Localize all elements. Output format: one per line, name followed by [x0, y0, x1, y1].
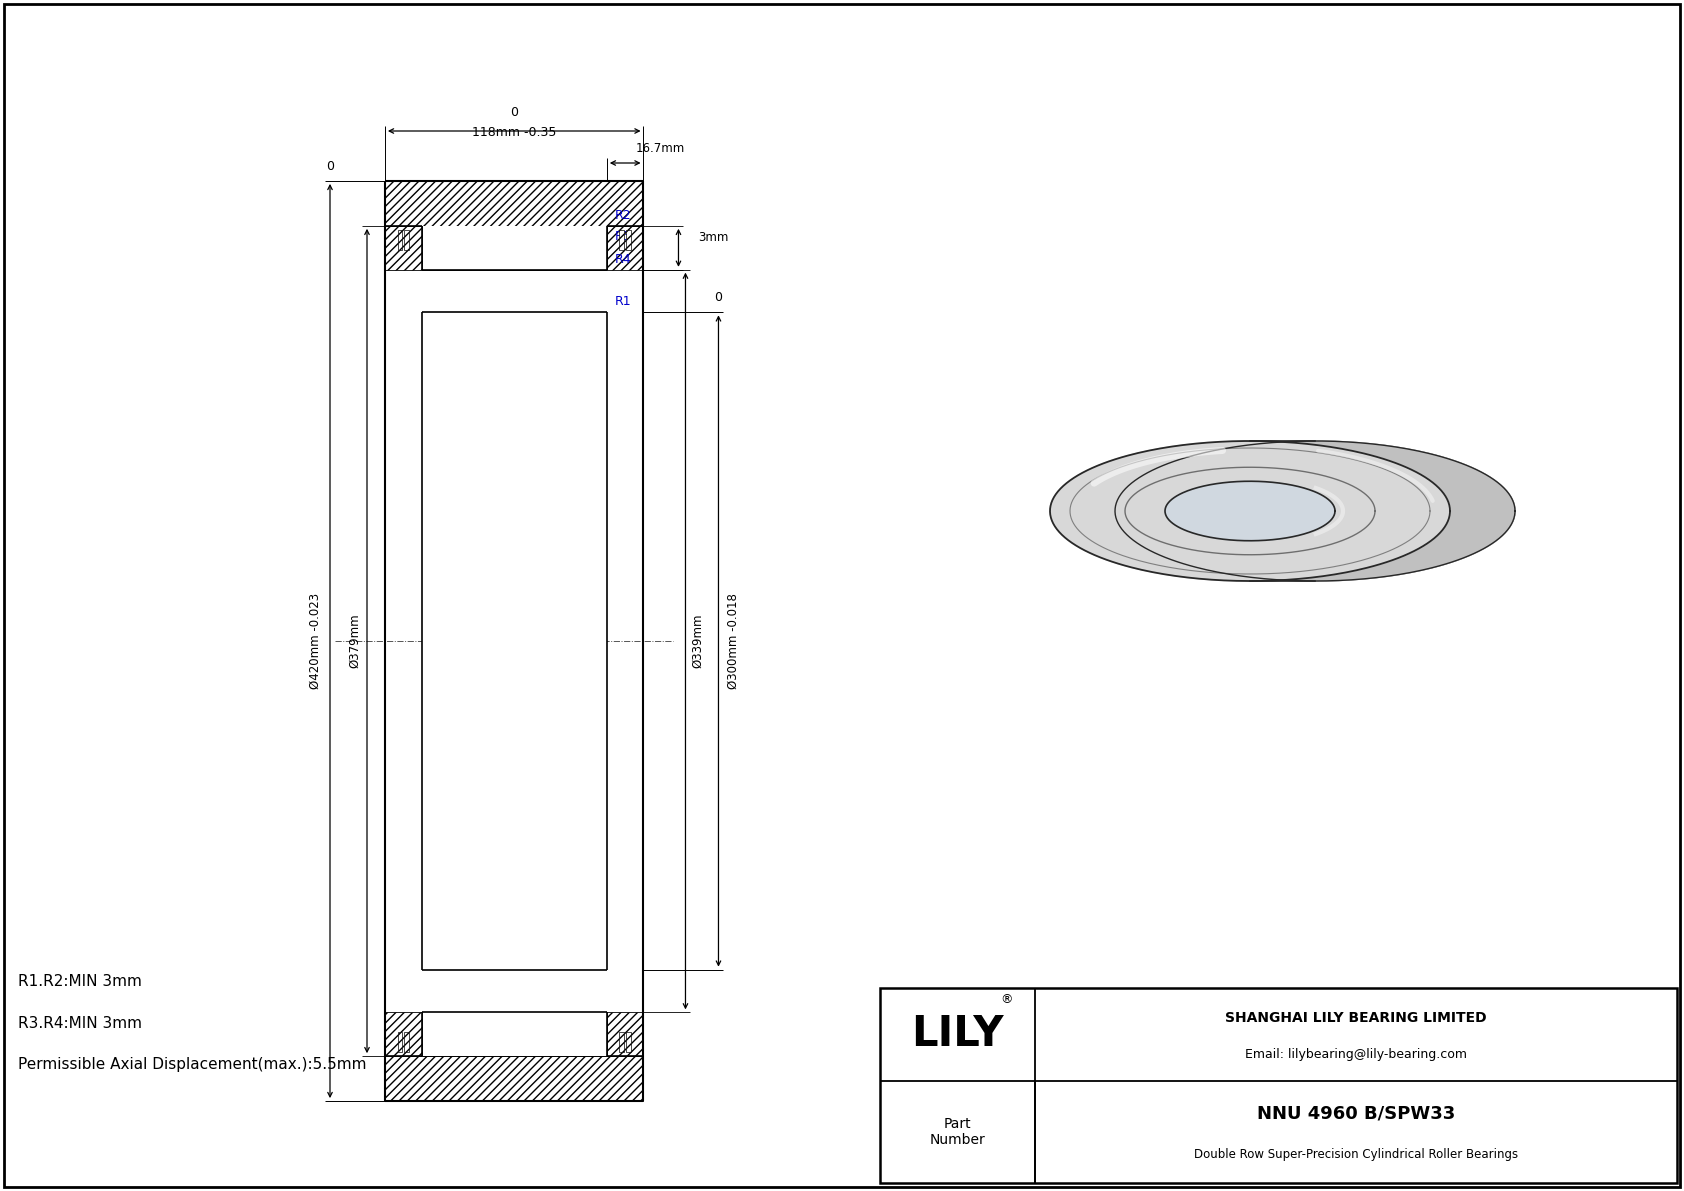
Text: 16.7mm: 16.7mm: [635, 142, 685, 155]
Polygon shape: [1115, 441, 1516, 581]
Text: NNU 4960 B/SPW33: NNU 4960 B/SPW33: [1256, 1104, 1455, 1122]
Bar: [620, 230, 625, 250]
Text: Double Row Super-Precision Cylindrical Roller Bearings: Double Row Super-Precision Cylindrical R…: [1194, 1148, 1517, 1161]
Text: 118mm -0.35: 118mm -0.35: [472, 126, 556, 139]
Bar: [606, 1012, 643, 1056]
Bar: [626, 1031, 632, 1052]
Bar: [404, 1031, 409, 1052]
Text: R4: R4: [615, 252, 632, 266]
Text: SHANGHAI LILY BEARING LIMITED: SHANGHAI LILY BEARING LIMITED: [1226, 1011, 1487, 1024]
Bar: [404, 230, 409, 250]
Bar: [421, 226, 606, 269]
Bar: [620, 1031, 625, 1052]
Text: R3.R4:MIN 3mm: R3.R4:MIN 3mm: [19, 1016, 141, 1030]
Polygon shape: [1165, 481, 1335, 541]
Text: 0: 0: [510, 106, 519, 119]
Polygon shape: [1250, 441, 1516, 581]
Text: R1: R1: [615, 295, 632, 308]
Text: R3: R3: [615, 230, 632, 243]
Bar: [626, 230, 632, 250]
Text: Part
Number: Part Number: [930, 1117, 985, 1147]
Bar: [606, 226, 643, 269]
Bar: [421, 1012, 606, 1056]
Text: R2: R2: [615, 208, 632, 222]
Text: 0: 0: [327, 160, 333, 173]
Text: 3mm: 3mm: [699, 231, 729, 244]
Text: Ø339mm: Ø339mm: [690, 613, 704, 668]
Text: LILY: LILY: [911, 1014, 1004, 1055]
Text: Permissible Axial Displacement(max.):5.5mm: Permissible Axial Displacement(max.):5.5…: [19, 1058, 367, 1073]
Bar: [386, 1056, 643, 1100]
Bar: [881, 989, 1677, 1183]
Polygon shape: [1229, 481, 1399, 541]
Text: 0: 0: [714, 291, 722, 304]
Bar: [421, 226, 606, 269]
Bar: [397, 1031, 402, 1052]
Text: Email: lilybearing@lily-bearing.com: Email: lilybearing@lily-bearing.com: [1244, 1048, 1467, 1061]
Text: Ø379mm: Ø379mm: [349, 613, 362, 668]
Bar: [386, 226, 421, 269]
Text: Ø420mm -0.023: Ø420mm -0.023: [308, 593, 322, 690]
Bar: [421, 312, 606, 969]
Text: R1.R2:MIN 3mm: R1.R2:MIN 3mm: [19, 973, 141, 989]
Bar: [386, 181, 643, 226]
Polygon shape: [1051, 441, 1450, 581]
Bar: [397, 230, 402, 250]
Bar: [386, 1012, 421, 1056]
Text: ®: ®: [1000, 993, 1014, 1006]
Polygon shape: [1165, 481, 1315, 541]
Text: Ø300mm -0.018: Ø300mm -0.018: [727, 593, 739, 688]
Bar: [421, 1012, 606, 1056]
